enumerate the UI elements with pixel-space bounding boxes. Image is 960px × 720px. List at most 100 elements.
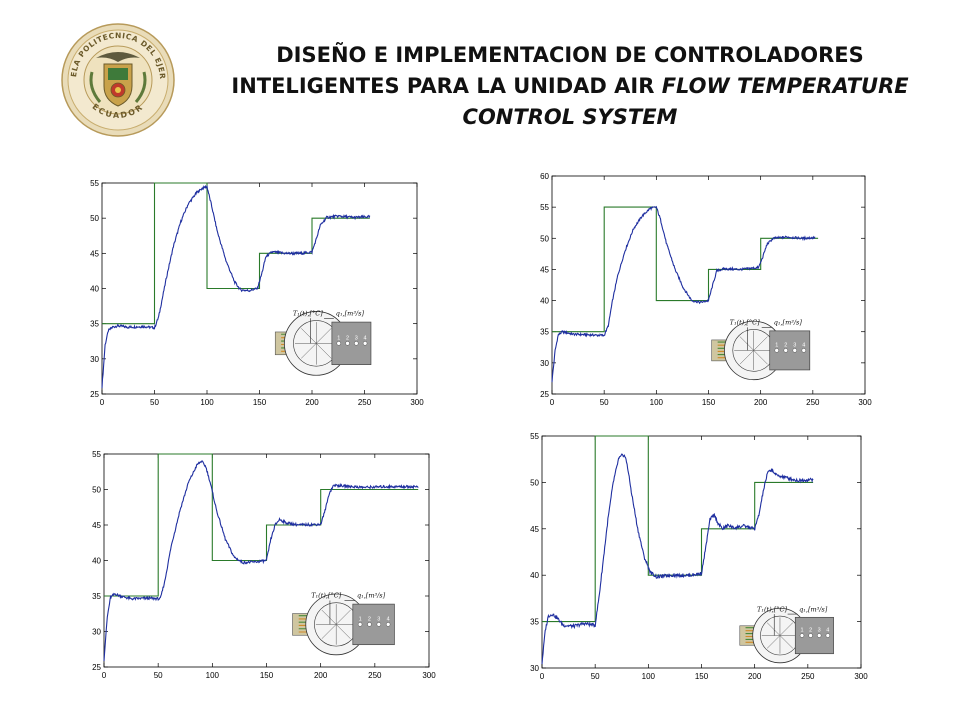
- y-tick-label: 35: [530, 618, 539, 627]
- port-label: 2: [784, 342, 787, 348]
- port-4: [362, 341, 368, 346]
- response-line: [551, 205, 816, 383]
- y-tick-label: 55: [540, 203, 549, 212]
- title-line-2-italic: FLOW TEMPERATURE: [661, 74, 909, 98]
- x-tick-label: 150: [702, 398, 716, 407]
- port-3: [817, 633, 822, 638]
- x-tick-label: 250: [358, 398, 372, 407]
- title-line-1: DISEÑO E IMPLEMENTACION DE CONTROLADORES: [276, 43, 864, 67]
- plant-schematic-inset: 1 2 3 4T₁(t),[°C] q₁,[m³/s]: [274, 309, 372, 376]
- x-tick-label: 200: [748, 672, 762, 681]
- inset-flow-label: q₁,[m³/s]: [357, 592, 386, 600]
- inset-temp-label: T₁(t),[°C]: [757, 605, 787, 613]
- page-title: DISEÑO E IMPLEMENTACION DE CONTROLADORES…: [200, 40, 940, 133]
- inset-flow-label: q₁,[m³/s]: [336, 309, 365, 317]
- x-tick-label: 200: [754, 398, 768, 407]
- y-tick-label: 60: [540, 172, 549, 181]
- port-1: [336, 341, 341, 346]
- y-tick-label: 25: [540, 390, 549, 399]
- x-tick-label: 0: [100, 398, 105, 407]
- title-line-2: INTELIGENTES PARA LA UNIDAD AIR FLOW TEM…: [200, 71, 940, 102]
- y-tick-label: 50: [530, 478, 539, 487]
- y-tick-label: 40: [530, 571, 539, 580]
- port-label: 1: [775, 342, 778, 348]
- port-label: 4: [802, 342, 805, 348]
- x-tick-label: 150: [260, 671, 274, 680]
- port-4: [385, 622, 391, 627]
- x-tick-label: 50: [150, 398, 159, 407]
- x-tick-label: 0: [102, 671, 107, 680]
- fan-blade: [316, 328, 332, 344]
- port-3: [376, 622, 382, 627]
- x-tick-label: 300: [410, 398, 424, 407]
- chart-svg: 0 50 100 150 200 250 300 25 30 35 40 45 50 55 60 1 2 3 4 T₁…: [540, 172, 872, 407]
- fan-blade: [766, 635, 781, 649]
- fan-blade: [336, 609, 351, 625]
- x-tick-label: 150: [253, 398, 267, 407]
- response-line: [541, 453, 814, 665]
- fan-blade: [301, 343, 317, 359]
- port-label: 3: [793, 342, 796, 348]
- inset-flow-label: q₁,[m³/s]: [799, 605, 828, 613]
- x-tick-label: 0: [550, 398, 555, 407]
- port-label: 3: [377, 616, 380, 622]
- port-label: 2: [368, 616, 371, 622]
- fan-blade: [753, 350, 768, 365]
- setpoint-line: [552, 206, 819, 333]
- port-1: [774, 348, 779, 353]
- fan-blade: [753, 336, 768, 351]
- y-tick-label: 40: [92, 557, 101, 566]
- fan-blade: [316, 343, 332, 359]
- plant-schematic-inset: 1 2 3 4T₁(t),[°C] q₁,[m³/s]: [711, 319, 811, 381]
- y-tick-label: 40: [90, 285, 99, 294]
- fan-blade: [336, 624, 351, 639]
- port-4: [801, 348, 806, 353]
- port-label: 1: [800, 628, 803, 634]
- y-tick-label: 40: [540, 297, 549, 306]
- fan-blade: [301, 328, 317, 344]
- x-tick-label: 100: [200, 398, 214, 407]
- plant-schematic-inset: 1 2 3 4T₁(t),[°C] q₁,[m³/s]: [292, 592, 395, 656]
- y-tick-label: 55: [92, 450, 101, 459]
- inset-temp-label: T₁(t),[°C]: [311, 592, 341, 600]
- title-line-3: CONTROL SYSTEM: [200, 102, 940, 133]
- port-2: [783, 348, 788, 353]
- y-tick-label: 30: [92, 628, 101, 637]
- y-tick-label: 45: [92, 521, 101, 530]
- x-tick-label: 300: [858, 398, 872, 407]
- port-1: [799, 633, 805, 638]
- y-tick-label: 30: [90, 355, 99, 364]
- port-2: [345, 341, 350, 346]
- fan-blade: [739, 350, 754, 365]
- university-seal-logo: ESCUELA POLITECNICA DEL EJERCITO ECUADOR: [60, 22, 175, 137]
- x-tick-label: 200: [314, 671, 328, 680]
- x-tick-label: 50: [591, 672, 600, 681]
- x-tick-label: 300: [854, 672, 868, 681]
- fan-blade: [779, 635, 794, 649]
- x-tick-label: 300: [422, 671, 436, 680]
- x-tick-label: 250: [801, 672, 815, 681]
- y-tick-label: 25: [92, 663, 101, 672]
- port-label: 2: [809, 628, 812, 634]
- port-2: [367, 622, 372, 627]
- y-tick-label: 35: [92, 592, 101, 601]
- y-tick-label: 30: [530, 664, 539, 673]
- y-tick-label: 35: [540, 328, 549, 337]
- inset-temp-label: T₁(t),[°C]: [730, 319, 760, 327]
- y-tick-label: 35: [90, 320, 99, 329]
- chart-bottom-right: 0 50 100 150 200 250 300 30 35 40 45 50 55 1 2 3 4 T₁(t),…: [522, 426, 872, 684]
- x-tick-label: 0: [540, 672, 545, 681]
- port-1: [357, 622, 363, 627]
- y-tick-label: 25: [90, 390, 99, 399]
- fan-blade: [779, 622, 794, 636]
- chart-svg: 0 50 100 150 200 250 300 25 30 35 40 45 50 55 1 2 3 4 T₁(t…: [92, 450, 436, 680]
- response-line: [101, 184, 371, 389]
- y-tick-label: 50: [92, 486, 101, 495]
- x-tick-label: 100: [642, 672, 656, 681]
- chart-bottom-left: 0 50 100 150 200 250 300 25 30 35 40 45 50 55 1 2 3 4 T₁(t…: [80, 446, 440, 684]
- y-tick-label: 55: [530, 432, 539, 441]
- inset-temp-label: T₁(t),[°C]: [293, 309, 323, 317]
- chart-top-right: 0 50 100 150 200 250 300 25 30 35 40 45 50 55 60 1 2 3 4 T₁…: [526, 170, 876, 410]
- fan-blade: [321, 609, 337, 625]
- title-line-3-italic: CONTROL SYSTEM: [462, 105, 678, 129]
